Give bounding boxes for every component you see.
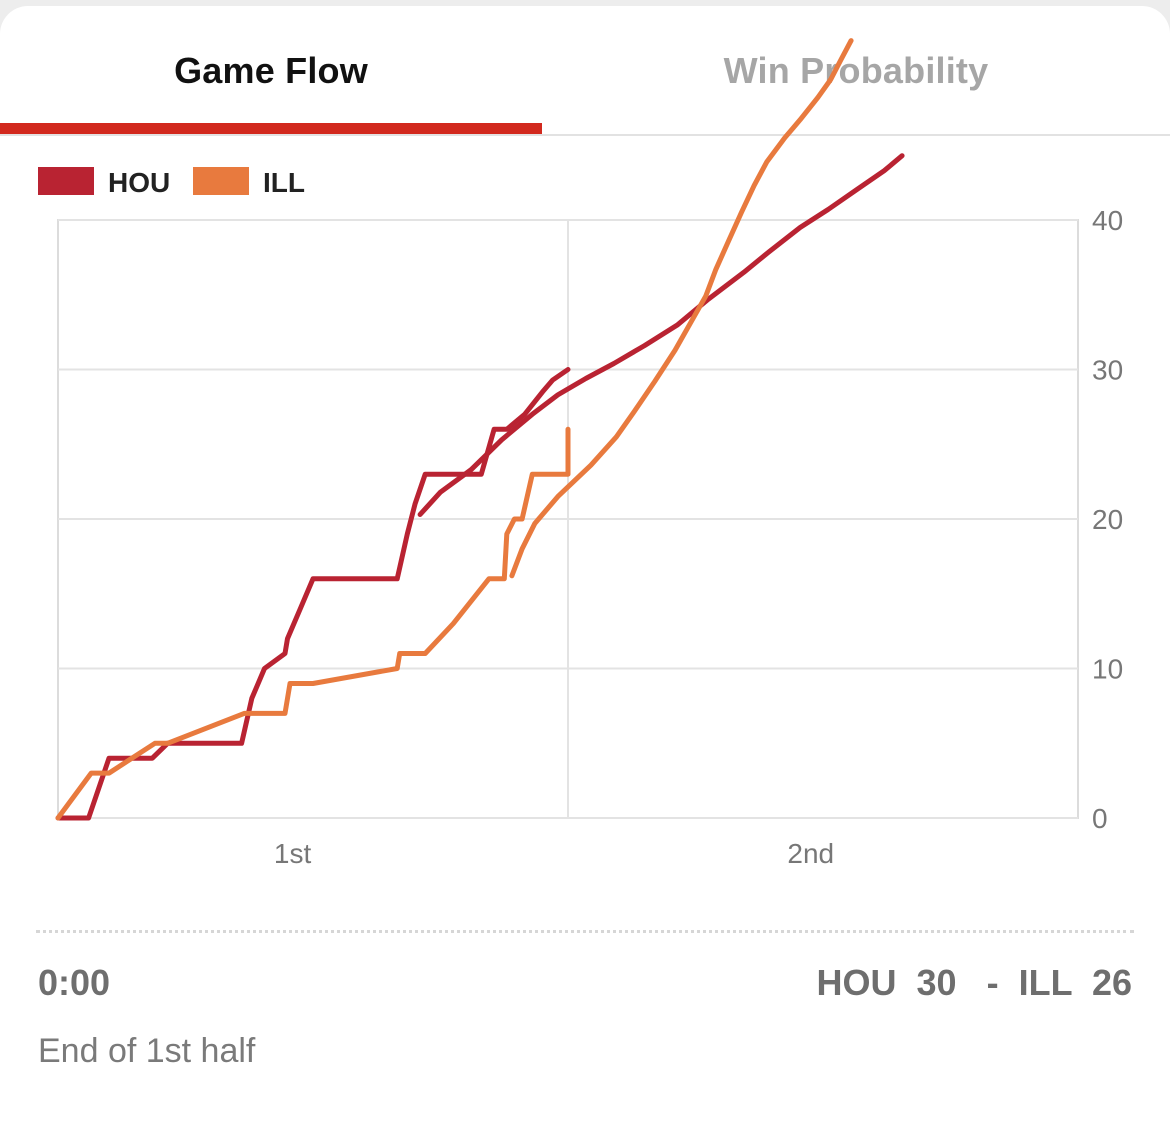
legend-swatch-hou: [38, 167, 94, 195]
y-tick-label: 0: [1092, 803, 1108, 834]
series-line-ill: [55, 426, 571, 821]
y-tick-label: 20: [1092, 504, 1123, 535]
active-tab-indicator: [0, 123, 542, 135]
score-line: HOU 30 - ILL 26: [817, 962, 1133, 1004]
series-line-hou: [55, 367, 571, 821]
x-tick-label-1: 1st: [274, 838, 312, 869]
legend-label-ill: ILL: [263, 167, 305, 198]
legend-label-hou: HOU: [108, 167, 170, 198]
home-team-score: 30: [916, 962, 957, 1003]
game-clock: 0:00: [38, 962, 111, 1003]
away-team-abbr: ILL: [1018, 962, 1072, 1003]
tab-game-flow[interactable]: Game Flow: [174, 50, 368, 91]
game-status: End of 1st half: [38, 1032, 256, 1070]
tab-divider: [0, 134, 1170, 136]
tab-win-probability[interactable]: Win Probability: [723, 50, 989, 91]
series-line-hou-extended: [417, 153, 905, 517]
y-tick-label: 40: [1092, 205, 1123, 236]
tab-bar: Game Flow Win Probability: [0, 6, 1170, 136]
legend-swatch-ill: [193, 167, 249, 195]
y-tick-label: 30: [1092, 355, 1123, 386]
footer-divider: [36, 930, 1134, 933]
home-team-abbr: HOU: [816, 962, 897, 1003]
series-line-ill-extended: [509, 38, 854, 579]
away-team-score: 26: [1091, 962, 1132, 1003]
score-separator: -: [986, 962, 999, 1003]
y-tick-label: 10: [1092, 654, 1123, 685]
x-tick-label-2: 2nd: [787, 838, 834, 869]
